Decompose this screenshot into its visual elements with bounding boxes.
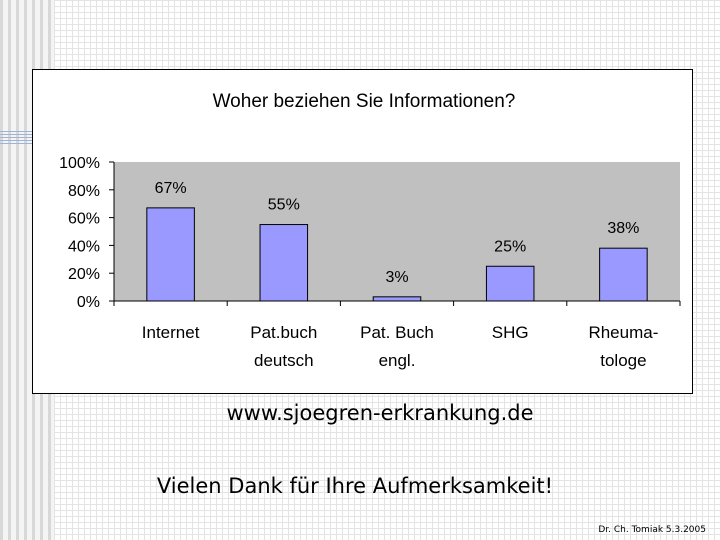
y-tick-label: 80% [68,183,100,200]
y-tick-label: 40% [68,238,100,255]
slide-accent-lines [0,131,34,144]
category-label: Pat.buch [250,323,317,342]
bar [259,224,309,302]
bar-chart: Woher beziehen Sie Informationen? 0% 20% 40… [59,91,681,370]
category-label: engl. [379,351,416,370]
category-label: Rheuma- [588,323,658,342]
category-label: tologe [600,351,646,370]
category-label: deutsch [254,351,314,370]
plot-area [114,162,680,301]
author-credit: Dr. Ch. Tomiak 5.3.2005 [598,525,706,535]
y-tick-label: 60% [68,211,100,228]
data-label: 38% [607,220,639,237]
thanks-text: Vielen Dank für Ihre Aufmerksamkeit! [156,474,554,498]
y-tick-label: 100% [59,155,100,172]
chart-title: Woher beziehen Sie Informationen? [213,91,516,112]
data-label: 3% [385,269,408,286]
y-tick-label: 20% [68,266,100,283]
data-label: 55% [268,197,300,214]
category-label: Pat. Buch [360,323,434,342]
bar [146,207,195,302]
bar [599,247,648,302]
data-label: 25% [494,238,526,255]
y-tick-label: 0% [77,294,100,311]
bar [372,296,422,302]
website-url: www.sjoegren-erkrankung.de [226,401,534,425]
data-label: 67% [155,180,187,197]
category-label: Internet [142,323,200,342]
chart-panel: Woher beziehen Sie Informationen? 0% 20% 40… [32,69,693,394]
bar [485,265,535,302]
category-label: SHG [492,323,529,342]
